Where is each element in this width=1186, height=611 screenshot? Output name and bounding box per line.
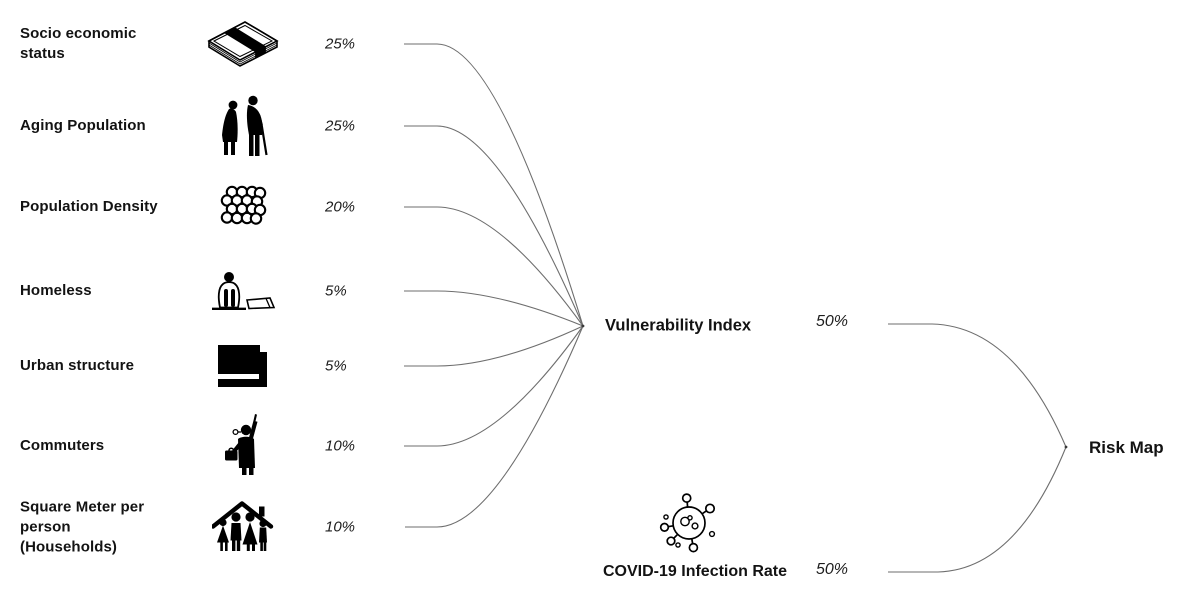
family-under-roof-icon	[198, 501, 288, 554]
elderly-couple-icon	[198, 95, 288, 157]
factor-row-urban: Urban structure 5%	[0, 321, 430, 411]
vulnerability-junction-dot	[581, 324, 585, 328]
factor-label: Aging Population	[20, 117, 146, 135]
city-blocks-icon	[198, 345, 288, 387]
connector-sqm	[405, 325, 584, 528]
factor-weight: 10%	[325, 437, 356, 455]
factor-row-homeless: Homeless 5%	[0, 246, 430, 336]
connector-urban	[404, 325, 584, 367]
virus-icon	[659, 493, 721, 555]
risk-junction-dot	[1064, 445, 1068, 449]
factor-row-aging: Aging Population 25%	[0, 81, 430, 171]
connector-aging	[404, 125, 584, 327]
factor-row-commuters: Commuters 10%	[0, 401, 430, 491]
risk-map-label: Risk Map	[1089, 438, 1164, 457]
connector-covid-risk	[888, 446, 1067, 573]
connector-homeless	[404, 290, 584, 327]
connector-vulnerability-risk	[888, 323, 1067, 448]
commuter-person-icon	[198, 412, 288, 480]
factor-weight: 5%	[325, 282, 347, 300]
factor-label: Square Meter per person (Households)	[20, 498, 145, 555]
factor-row-sqm: Square Meter per person (Households)	[0, 482, 430, 572]
factor-weight: 20%	[325, 198, 356, 216]
covid-infection-rate-label: COVID-19 Infection Rate	[603, 563, 788, 580]
connector-socio-economic	[404, 43, 584, 327]
factor-row-socio-economic: Socio economic status 25%	[0, 0, 430, 89]
homeless-person-icon	[198, 270, 288, 312]
factor-weight: 25%	[325, 117, 356, 135]
connector-commuters	[404, 325, 584, 447]
factor-label: Homeless	[20, 282, 92, 300]
factor-label: Population Density	[20, 198, 158, 216]
factor-weight: 25%	[325, 35, 356, 53]
factor-row-density: Population Density 20%	[0, 162, 430, 252]
banknotes-icon	[198, 20, 288, 68]
factor-label: Urban structure	[20, 357, 135, 375]
connector-density	[404, 206, 584, 327]
factor-weight: 5%	[325, 357, 347, 375]
factor-weight: 10%	[325, 518, 356, 536]
covid-infection-rate-weight: 50%	[816, 561, 849, 578]
vulnerability-index-weight: 50%	[816, 313, 849, 330]
factor-label: Socio economic status	[20, 25, 137, 62]
crowd-cluster-icon	[198, 185, 288, 229]
vulnerability-index-label: Vulnerability Index	[605, 316, 752, 335]
factor-label: Commuters	[20, 437, 105, 455]
